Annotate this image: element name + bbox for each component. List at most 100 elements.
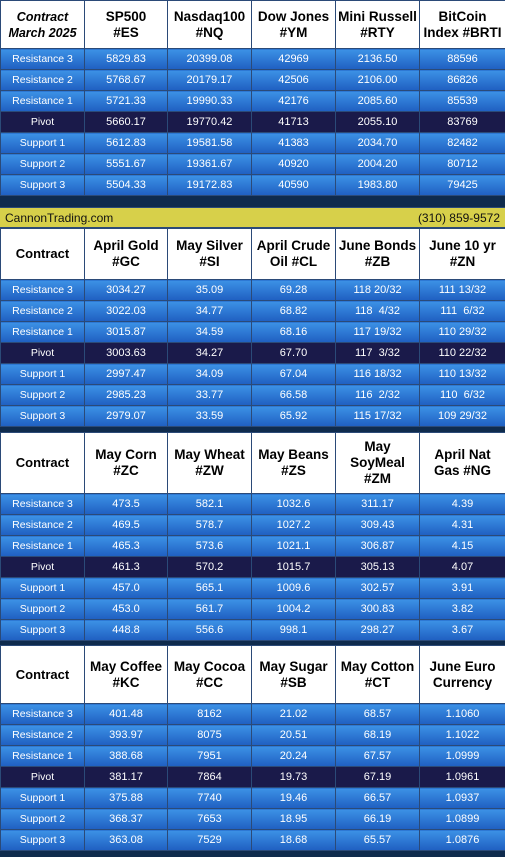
column-header: April Gold #GC [84,228,168,280]
level-value: 19.73 [251,766,336,788]
pivot-row: Pivot 461.3 570.2 1015.7 305.13 4.07 [0,556,505,578]
level-value: 4.15 [419,535,505,557]
level-value: 3022.03 [84,300,168,322]
phone-number: (310) 859-9572 [417,211,500,225]
row-label: Pivot [0,766,85,788]
resistance-row: Resistance 1 3015.87 34.59 68.16 117 19/32 11… [0,321,505,343]
column-header: May Sugar #SB [251,645,336,704]
column-header: SP500 #ES [84,0,168,49]
row-label: Support 1 [0,132,85,154]
level-value: 116 2/32 [335,384,420,406]
level-value: 67.19 [335,766,420,788]
level-value: 368.37 [84,808,168,830]
resistance-row: Resistance 3 401.48 8162 21.02 68.57 1.1060 [0,703,505,725]
level-value: 363.08 [84,829,168,851]
level-value: 1.0999 [419,745,505,767]
level-value: 115 17/32 [335,405,420,427]
level-value: 3015.87 [84,321,168,343]
column-header: Mini Russell #RTY [335,0,420,49]
levels-table-1: Contract March 2025 SP500 #ES Nasdaq100 #NQ Do… [0,0,505,196]
row-label: Resistance 2 [0,69,85,91]
row-label: Resistance 3 [0,703,85,725]
level-value: 393.97 [84,724,168,746]
level-value: 1.1022 [419,724,505,746]
level-value: 309.43 [335,514,420,536]
header-row: Contract April Gold #GC May Silver #SI April … [0,228,505,280]
level-value: 110 13/32 [419,363,505,385]
support-row: Support 1 2997.47 34.09 67.04 116 18/32 110 1… [0,363,505,385]
site-link[interactable]: CannonTrading.com [5,211,114,225]
row-label: Support 3 [0,174,85,196]
level-value: 41713 [251,111,336,133]
column-header: May SoyMeal #ZM [335,432,420,494]
level-value: 68.16 [251,321,336,343]
level-value: 469.5 [84,514,168,536]
level-value: 1.1060 [419,703,505,725]
column-header: June Bonds #ZB [335,228,420,280]
column-header: May Cotton #CT [335,645,420,704]
cannon-trading-banner: CannonTrading.com (310) 859-9572 [0,207,505,228]
level-value: 298.27 [335,619,420,641]
level-value: 1983.80 [335,174,420,196]
row-label: Resistance 2 [0,514,85,536]
level-value: 2979.07 [84,405,168,427]
level-value: 2034.70 [335,132,420,154]
level-value: 33.77 [167,384,252,406]
resistance-row: Resistance 2 393.97 8075 20.51 68.19 1.1022 [0,724,505,746]
level-value: 3.67 [419,619,505,641]
row-label: Pivot [0,556,85,578]
support-row: Support 2 368.37 7653 18.95 66.19 1.0899 [0,808,505,830]
row-label: Support 2 [0,153,85,175]
level-value: 457.0 [84,577,168,599]
level-value: 7529 [167,829,252,851]
level-value: 19990.33 [167,90,252,112]
column-header: April Crude Oil #CL [251,228,336,280]
level-value: 5551.67 [84,153,168,175]
level-value: 35.09 [167,279,252,301]
level-value: 1.0961 [419,766,505,788]
row-label: Resistance 2 [0,300,85,322]
level-value: 21.02 [251,703,336,725]
row-label: Resistance 1 [0,90,85,112]
level-value: 117 19/32 [335,321,420,343]
level-value: 1.0899 [419,808,505,830]
level-value: 1015.7 [251,556,336,578]
level-value: 300.83 [335,598,420,620]
support-row: Support 3 5504.33 19172.83 40590 1983.80 7942… [0,174,505,196]
level-value: 2004.20 [335,153,420,175]
level-value: 68.82 [251,300,336,322]
row-label: Resistance 1 [0,535,85,557]
resistance-row: Resistance 3 473.5 582.1 1032.6 311.17 4.39 [0,493,505,515]
level-value: 20.51 [251,724,336,746]
support-row: Support 1 375.88 7740 19.46 66.57 1.0937 [0,787,505,809]
level-value: 1.0876 [419,829,505,851]
levels-table-3: Contract May Corn #ZC May Wheat #ZW May Beans… [0,432,505,641]
level-value: 118 4/32 [335,300,420,322]
level-value: 2085.60 [335,90,420,112]
level-value: 5504.33 [84,174,168,196]
level-value: 34.59 [167,321,252,343]
level-value: 40920 [251,153,336,175]
pivot-row: Pivot 5660.17 19770.42 41713 2055.10 83769 [0,111,505,133]
level-value: 453.0 [84,598,168,620]
level-value: 68.57 [335,703,420,725]
level-value: 18.95 [251,808,336,830]
support-row: Support 2 453.0 561.7 1004.2 300.83 3.82 [0,598,505,620]
level-value: 118 20/32 [335,279,420,301]
contract-header: Contract [0,645,85,704]
levels-table-2: Contract April Gold #GC May Silver #SI April … [0,228,505,427]
support-row: Support 3 2979.07 33.59 65.92 115 17/32 109 2… [0,405,505,427]
row-label: Resistance 2 [0,724,85,746]
level-value: 4.39 [419,493,505,515]
row-label: Resistance 3 [0,279,85,301]
level-value: 82482 [419,132,505,154]
level-value: 2985.23 [84,384,168,406]
level-value: 561.7 [167,598,252,620]
row-label: Resistance 3 [0,48,85,70]
level-value: 556.6 [167,619,252,641]
row-label: Support 2 [0,598,85,620]
level-value: 3003.63 [84,342,168,364]
column-header: May Corn #ZC [84,432,168,494]
level-value: 5660.17 [84,111,168,133]
